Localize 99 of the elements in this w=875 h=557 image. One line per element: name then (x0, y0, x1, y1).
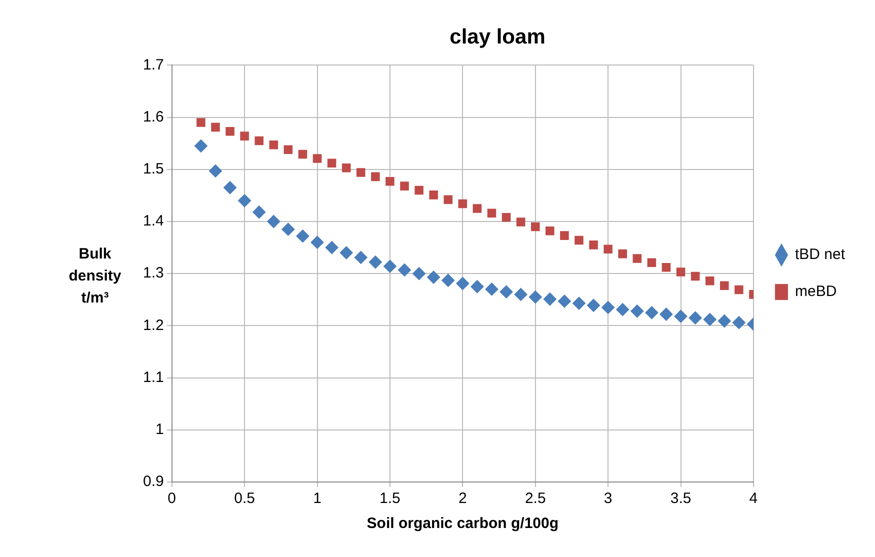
point (485, 282, 498, 296)
y-tick-label: 1.5 (142, 160, 164, 178)
point (383, 260, 396, 273)
point (674, 310, 688, 323)
point (400, 182, 409, 190)
point (574, 236, 584, 245)
chart-title: clay loam (450, 25, 546, 48)
y-tick-label: 1.1 (142, 368, 164, 386)
point (500, 285, 513, 298)
point (238, 194, 252, 208)
point (630, 304, 644, 318)
point (327, 158, 336, 168)
point (456, 277, 470, 290)
point (269, 140, 278, 150)
point (298, 150, 308, 159)
point (705, 276, 714, 286)
point (676, 268, 686, 276)
point (342, 163, 351, 172)
point (662, 262, 671, 272)
point (602, 300, 615, 314)
point (690, 272, 700, 281)
point (487, 208, 496, 218)
point (312, 154, 322, 163)
point (502, 212, 511, 222)
x-tick-label: 4 (749, 490, 758, 508)
x-axis-title: Soil organic carbon g/100g (366, 515, 559, 532)
point (196, 118, 206, 127)
point (226, 126, 234, 136)
point (310, 236, 324, 249)
point (356, 168, 366, 177)
point (660, 308, 673, 321)
point (470, 280, 484, 294)
point (282, 222, 295, 236)
point (414, 186, 424, 195)
y-tick-label: 1.2 (142, 316, 164, 334)
point (530, 222, 540, 232)
point (703, 312, 716, 326)
point (589, 240, 598, 250)
point (267, 215, 280, 228)
legend-label: meBD (794, 283, 837, 300)
legend-label: tBD net (794, 246, 846, 264)
y-tick-label: 1.6 (142, 108, 164, 126)
point (720, 281, 729, 290)
point (632, 254, 642, 263)
x-tick-label: 1.5 (380, 490, 400, 508)
point (427, 270, 440, 284)
point (604, 244, 612, 254)
point (560, 231, 569, 240)
point (587, 298, 600, 312)
y-tick-label: 1 (156, 421, 164, 438)
y-tick-label: 1.7 (142, 56, 164, 74)
y-tick-label: 1.3 (142, 264, 164, 282)
point (718, 314, 731, 328)
point (429, 190, 438, 200)
point (442, 274, 455, 287)
point (224, 181, 237, 194)
point (194, 139, 208, 152)
x-tick-label: 3 (604, 490, 612, 508)
point (514, 288, 528, 301)
point (211, 122, 220, 132)
x-tick-label: 3.5 (670, 490, 692, 508)
point (616, 303, 630, 316)
point (254, 136, 264, 146)
x-tick-label: 1 (313, 490, 322, 508)
point (386, 176, 394, 186)
point (444, 195, 453, 204)
y-axis-title: Bulk density t/m³ (68, 246, 122, 307)
point (618, 249, 627, 258)
point (572, 296, 586, 310)
point (368, 256, 382, 269)
x-tick-label: 0.5 (234, 490, 255, 508)
point (647, 258, 656, 268)
x-tick-label: 0 (168, 490, 176, 508)
point (412, 267, 426, 280)
point (284, 145, 293, 154)
point (528, 290, 542, 304)
y-tick-label: 1.4 (142, 212, 164, 230)
point (516, 218, 526, 226)
point (208, 164, 222, 178)
point (296, 230, 310, 243)
point (472, 204, 482, 213)
point (645, 306, 658, 320)
x-tick-label: 2 (458, 490, 467, 508)
point (371, 172, 380, 182)
point (398, 263, 411, 276)
point (734, 285, 744, 294)
point (688, 311, 702, 324)
point (558, 294, 571, 308)
point (340, 246, 353, 260)
point (458, 199, 468, 208)
point (546, 226, 554, 236)
point (543, 292, 556, 306)
point (240, 132, 249, 140)
x-tick-label: 2.5 (524, 490, 546, 508)
point (252, 206, 266, 219)
point (732, 316, 746, 330)
y-tick-label: 0.9 (142, 473, 164, 490)
point (325, 241, 338, 254)
point (354, 250, 368, 264)
